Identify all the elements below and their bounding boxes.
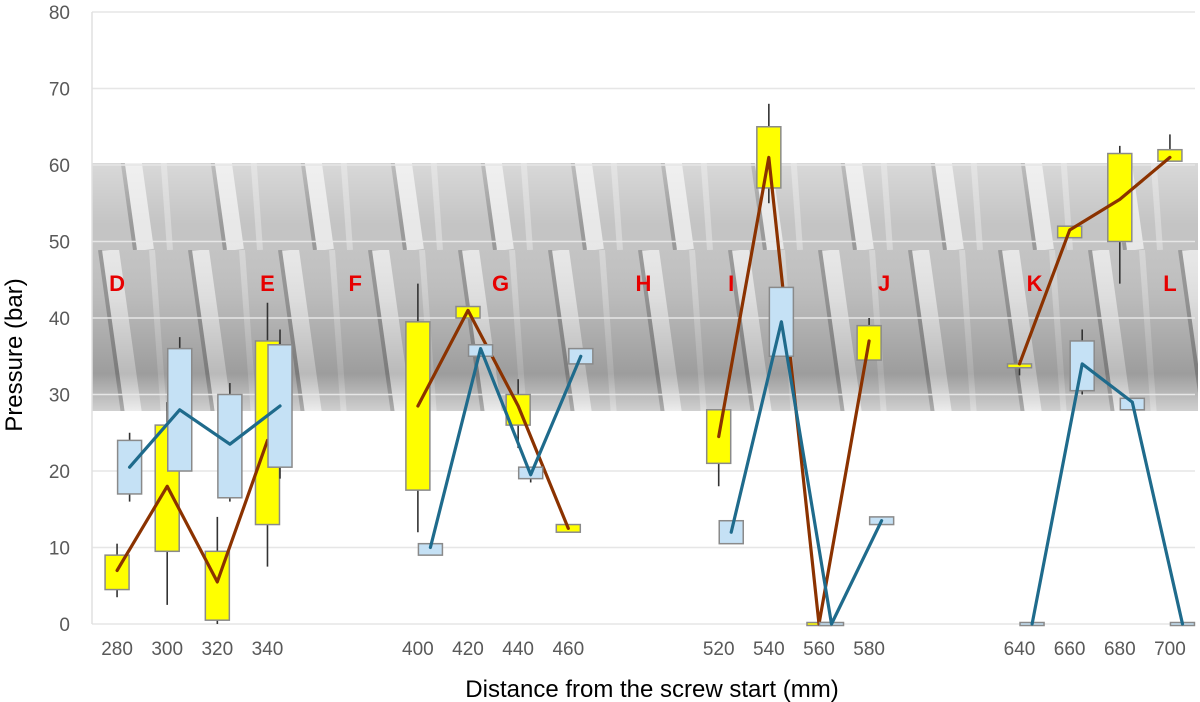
zone-label-L: L [1163,271,1176,296]
series-blue-box-305 [166,347,193,472]
zone-label-H: H [636,271,652,296]
x-tick-label-520: 520 [703,639,735,660]
series-blue-mean-line-3 [729,320,884,626]
series-blue-box-325 [217,393,243,499]
x-tick-label-460: 460 [552,639,584,660]
plot-area [104,103,1196,627]
zone-label-E: E [260,271,275,296]
zone-label-G: G [492,271,509,296]
series-blue-mean-line-1 [128,404,282,469]
y-tick-label-30: 30 [49,386,70,407]
series-yellow-box-400 [405,321,431,491]
y-tick-label-60: 60 [49,156,70,177]
series-blue-mean-line-4 [1030,362,1185,626]
zone-label-K: K [1027,271,1043,296]
x-tick-label-560: 560 [803,639,835,660]
x-tick-label-680: 680 [1104,639,1136,660]
x-tick-label-440: 440 [502,639,534,660]
y-tick-label-80: 80 [49,3,70,24]
y-tick-label-40: 40 [49,309,70,330]
y-tick-label-70: 70 [49,80,70,101]
x-tick-label-320: 320 [201,639,233,660]
grid-lines [92,11,1195,625]
series-yellow-mean-line-1 [115,438,270,584]
x-tick-label-300: 300 [151,639,183,660]
x-tick-label-640: 640 [1004,639,1036,660]
x-tick-label-420: 420 [452,639,484,660]
y-tick-label-50: 50 [49,233,70,254]
axes: 0 10 20 30 40 50 60 70 80 280 300 320 340 400 420 440 46… [49,3,1186,660]
zone-labels: D E F G H I J K L [109,271,1177,296]
x-axis-title: Distance from the screw start (mm) [465,676,838,702]
y-axis-title: Pressure (bar) [1,278,28,431]
series-yellow-box-580 [856,324,882,361]
y-tick-label-20: 20 [49,462,70,483]
y-tick-label-0: 0 [59,615,70,636]
series-blue-mean-line-2 [428,347,583,550]
series-yellow-box-280 [104,554,130,591]
x-tick-label-280: 280 [101,639,133,660]
zone-label-D: D [109,271,125,296]
x-tick-label-540: 540 [753,639,785,660]
zone-label-F: F [348,271,361,296]
series-yellow-box-520 [705,409,732,465]
x-tick-label-660: 660 [1054,639,1086,660]
series-yellow-box-700 [1157,148,1183,162]
zone-label-J: J [878,271,890,296]
y-tick-label-10: 10 [49,539,70,560]
x-tick-label-580: 580 [853,639,885,660]
x-tick-label-340: 340 [252,639,284,660]
series-blue [116,286,1196,627]
x-tick-label-700: 700 [1154,639,1186,660]
x-tick-label-400: 400 [402,639,434,660]
series-yellow-mean-line-4 [1017,155,1172,366]
zone-label-I: I [728,271,734,296]
